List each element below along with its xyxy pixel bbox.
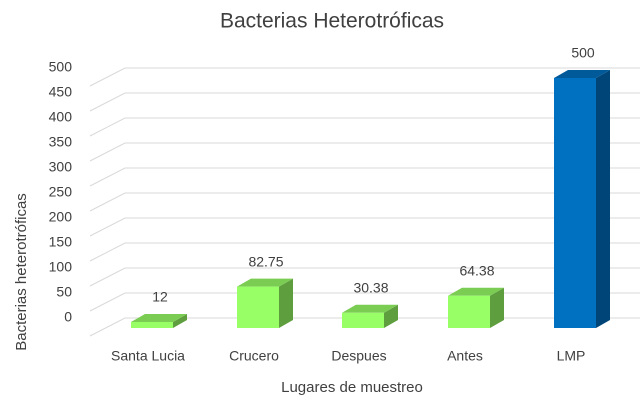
grid-line <box>89 217 640 237</box>
bar <box>131 322 173 328</box>
bar-top <box>554 70 610 78</box>
y-tick-label: 150 <box>49 234 73 250</box>
x-tick-label: Antes <box>447 348 483 364</box>
grid-line <box>89 192 640 212</box>
data-label: 82.75 <box>248 253 283 269</box>
y-tick-label: 450 <box>49 84 73 100</box>
bar-top <box>237 278 293 287</box>
bar-top <box>131 314 187 322</box>
data-label: 64.38 <box>459 263 494 279</box>
grid-line <box>89 267 640 287</box>
x-tick-label: Crucero <box>229 348 279 364</box>
y-tick-label: 100 <box>49 259 73 275</box>
grid-line <box>89 242 640 262</box>
bar-top <box>448 287 504 296</box>
bar <box>448 295 490 328</box>
bar-top <box>342 304 398 313</box>
y-tick-label: 400 <box>49 109 73 125</box>
data-label: 12 <box>152 289 168 305</box>
bar-side <box>384 304 398 328</box>
x-tick-label: Santa Lucia <box>111 348 185 364</box>
x-axis-title: Lugares de muestreo <box>281 379 423 396</box>
y-tick-label: 50 <box>56 284 72 300</box>
grid-line <box>89 67 640 87</box>
bar-side <box>279 278 293 328</box>
grid-line <box>89 167 640 187</box>
y-tick-label: 250 <box>49 184 73 200</box>
y-tick-label: 500 <box>49 59 73 75</box>
data-label: 500 <box>571 45 595 61</box>
grid-line <box>89 117 640 137</box>
y-axis-title: Bacterias heterotróficas <box>13 193 30 351</box>
bar-side <box>490 287 504 328</box>
bar-side <box>173 314 187 328</box>
x-tick-label: Despues <box>331 348 386 364</box>
bar <box>554 78 596 328</box>
y-tick-label: 200 <box>49 209 73 225</box>
bar <box>237 286 279 328</box>
bar-side <box>596 70 610 328</box>
grid-line <box>89 92 640 112</box>
x-tick-label: LMP <box>557 348 586 364</box>
y-tick-label: 0 <box>64 309 72 325</box>
y-tick-label: 350 <box>49 134 73 150</box>
data-label: 30.38 <box>353 280 388 296</box>
chart-title: Bacterias Heterotróficas <box>220 10 444 33</box>
grid-line <box>89 142 640 162</box>
y-tick-label: 300 <box>49 159 73 175</box>
bar <box>342 312 384 328</box>
